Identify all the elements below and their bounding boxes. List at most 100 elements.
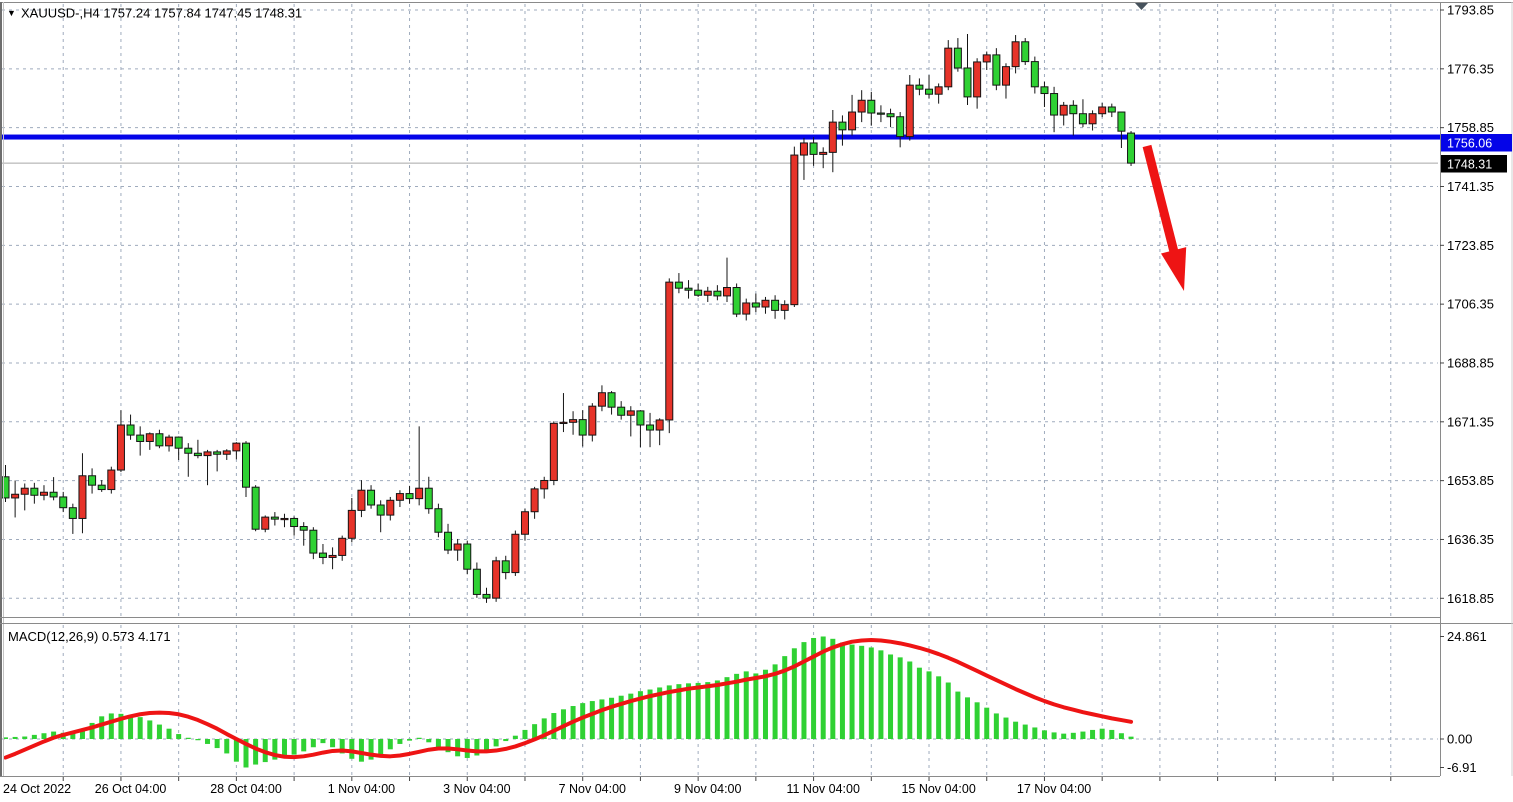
macd-histogram-bar (12, 736, 18, 739)
hline-price-badge-text: 1756.06 (1447, 137, 1492, 151)
candle-bull (703, 290, 712, 296)
candle-bear (49, 491, 58, 498)
macd-histogram-bar (445, 739, 451, 753)
candle-bull (347, 509, 356, 539)
macd-histogram-bar (416, 737, 422, 739)
macd-panel[interactable] (2, 624, 1440, 776)
candle-bull (799, 142, 808, 156)
macd-histogram-bar (378, 739, 384, 756)
candle-bear (886, 113, 895, 118)
candle-bear (299, 526, 308, 531)
candle-bear (925, 88, 934, 95)
macd-histogram-bar (368, 739, 374, 760)
macd-grid (2, 625, 1438, 775)
time-axis[interactable]: 24 Oct 2022 26 Oct 04:00 28 Oct 04:00 1 Nov… (3, 777, 1392, 796)
macd-histogram-bar (589, 701, 595, 739)
candle-bear (242, 442, 250, 488)
macd-histogram-bar (695, 682, 701, 739)
candle-bull (232, 442, 241, 452)
candle-bull (742, 302, 751, 315)
candle-bear (636, 410, 645, 426)
macd-histogram-bar (1118, 733, 1124, 739)
macd-histogram-bar (541, 718, 547, 739)
candle-bull (328, 554, 337, 558)
macd-histogram-bar (474, 739, 480, 756)
macd-histogram-bar (926, 671, 932, 739)
macd-histogram-bar (31, 734, 37, 739)
candle-bull (1088, 113, 1097, 125)
main-chart-panel[interactable] (2, 3, 1440, 617)
horizontal-line-object[interactable] (0, 134, 1440, 140)
arrow-head[interactable] (1161, 247, 1187, 291)
macd-histogram-bar (657, 687, 663, 739)
macd-histogram-bar (1022, 724, 1028, 739)
macd-histogram-bar (724, 677, 730, 739)
macd-axis[interactable]: 24.861 0.00 -6.91 (1440, 629, 1487, 775)
price-axis[interactable]: 1793.85 1776.35 1758.85 1741.35 1723.85 1706.… (1440, 3, 1494, 606)
macd-histogram-bar (137, 717, 143, 739)
macd-axis-label: -6.91 (1447, 760, 1477, 775)
macd-histogram-bar (599, 699, 605, 739)
horizontal-line[interactable] (0, 134, 1440, 140)
candle-bear (1021, 41, 1030, 63)
candle-bear (424, 487, 433, 510)
macd-histogram-bar (801, 642, 807, 739)
candle-bull (1059, 104, 1068, 116)
candle-bull (569, 419, 578, 423)
candle-bull (597, 392, 606, 407)
trend-arrow-object[interactable] (1142, 144, 1187, 291)
candle-bull (78, 475, 87, 519)
candle-bull (386, 499, 395, 516)
macd-histogram-bar (618, 695, 624, 739)
macd-axis-label: 24.861 (1447, 629, 1487, 644)
candle-bear (694, 289, 703, 296)
macd-histogram-bar (358, 739, 364, 762)
candle-bear (1040, 86, 1049, 95)
symbol-dropdown-icon[interactable]: ▼ (7, 8, 16, 18)
macd-histogram-bar (1061, 733, 1067, 739)
candle-bull (415, 487, 424, 500)
macd-histogram-bar (397, 739, 403, 744)
arrow-shaft[interactable] (1142, 144, 1180, 258)
macd-histogram-bar (637, 691, 643, 739)
macd-histogram-bar (705, 682, 711, 739)
candle-bull (453, 543, 462, 551)
candle-bear (876, 112, 885, 115)
macd-histogram-bar (868, 647, 874, 739)
candle-bear (713, 290, 722, 297)
macd-histogram-bar (782, 656, 788, 739)
macd-histogram-bar (791, 648, 797, 739)
macd-histogram-bar (1128, 736, 1134, 739)
macd-indicator-label: MACD(12,26,9) 0.573 4.171 (8, 629, 171, 644)
candle-bull (790, 154, 799, 306)
candle-bear (318, 552, 327, 558)
current-bar-marker-icon (1135, 3, 1148, 10)
macd-histogram-bar (609, 697, 615, 739)
candle-bull (540, 479, 549, 490)
candle-bull (492, 560, 501, 599)
macd-histogram-bar (349, 739, 355, 759)
candles-series (1, 34, 1136, 603)
macd-histogram-bar (166, 728, 172, 739)
candle-bull (848, 111, 857, 131)
macd-histogram-bar (830, 638, 836, 739)
candle-bear (472, 568, 481, 595)
time-axis-label: 1 Nov 04:00 (328, 782, 395, 796)
candle-bull (723, 287, 731, 297)
macd-histogram-bar (185, 737, 191, 739)
chart-title: XAUUSD-,H4 1757.24 1757.84 1747.45 1748.… (21, 6, 302, 21)
macd-histogram-bar (281, 739, 287, 758)
macd-histogram-bar (387, 739, 393, 750)
candle-bear (136, 434, 145, 442)
candle-bear (674, 281, 683, 289)
macd-histogram-bar (647, 689, 653, 739)
macd-histogram-bar (955, 691, 961, 739)
macd-histogram-bar (320, 739, 326, 744)
macd-histogram-bar (118, 713, 124, 739)
price-axis-label: 1688.85 (1447, 355, 1494, 370)
candle-bear (751, 302, 760, 308)
candle-bear (68, 507, 77, 519)
price-axis-label: 1793.85 (1447, 3, 1494, 18)
candle-bear (30, 487, 39, 496)
